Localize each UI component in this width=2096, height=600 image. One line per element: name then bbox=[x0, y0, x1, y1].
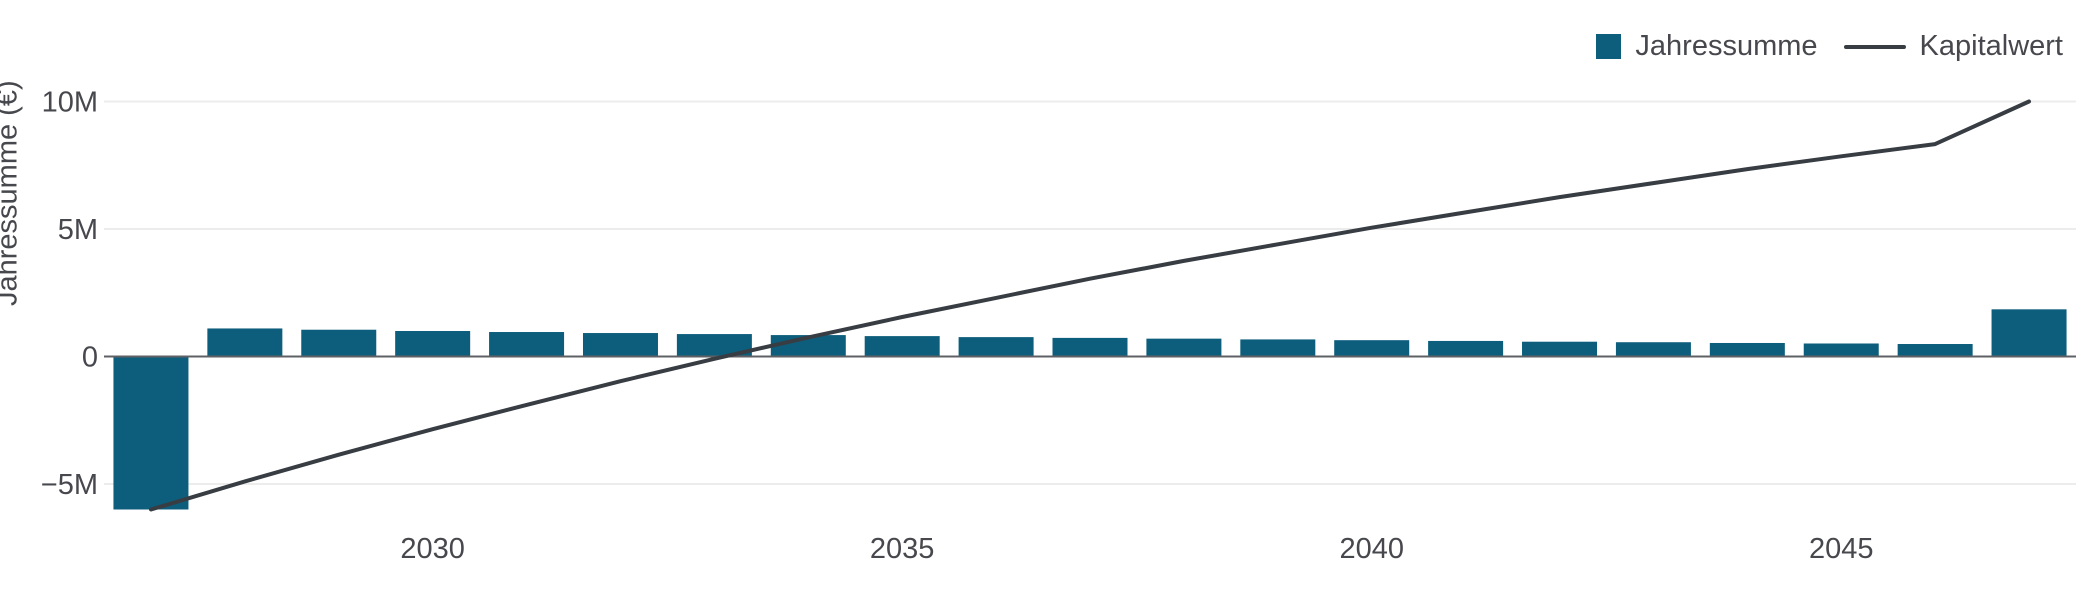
bar-2046[interactable] bbox=[1897, 344, 1973, 357]
legend-label: Jahressumme bbox=[1635, 30, 1818, 62]
line-swatch-icon bbox=[1843, 44, 1906, 49]
y-tick-label: 10M bbox=[42, 87, 98, 119]
legend-item-jahressumme[interactable]: Jahressumme bbox=[1596, 30, 1818, 62]
chart-legend: Jahressumme Kapitalwert bbox=[1596, 32, 2063, 61]
bar-2047[interactable] bbox=[1991, 309, 2067, 357]
bar-2042[interactable] bbox=[1522, 341, 1598, 357]
bar-swatch-icon bbox=[1596, 34, 1622, 59]
x-tick-label: 2045 bbox=[1809, 533, 1874, 565]
bar-2038[interactable] bbox=[1146, 338, 1222, 357]
bar-2044[interactable] bbox=[1709, 342, 1785, 357]
bar-2031[interactable] bbox=[489, 332, 565, 357]
bar-2033[interactable] bbox=[676, 334, 752, 357]
legend-label: Kapitalwert bbox=[1919, 30, 2063, 62]
bar-2041[interactable] bbox=[1428, 340, 1504, 357]
bar-2036[interactable] bbox=[958, 337, 1034, 357]
x-tick-label: 2040 bbox=[1339, 533, 1404, 565]
x-tick-label: 2035 bbox=[870, 533, 935, 565]
legend-item-kapitalwert[interactable]: Kapitalwert bbox=[1843, 30, 2063, 62]
bar-2035[interactable] bbox=[864, 336, 940, 357]
y-tick-label: 0 bbox=[82, 342, 98, 374]
bar-2045[interactable] bbox=[1803, 343, 1879, 357]
y-tick-label: 5M bbox=[58, 214, 98, 246]
bar-2039[interactable] bbox=[1240, 339, 1316, 357]
bar-2030[interactable] bbox=[395, 331, 471, 357]
bar-2027[interactable] bbox=[113, 356, 189, 510]
kapitalwert-line bbox=[149, 99, 2031, 512]
bar-2032[interactable] bbox=[582, 333, 658, 357]
bar-2029[interactable] bbox=[301, 329, 377, 357]
bar-2040[interactable] bbox=[1334, 340, 1410, 357]
bar-2043[interactable] bbox=[1615, 342, 1691, 357]
y-axis-title: Jahressumme (€) bbox=[0, 80, 24, 306]
bar-2037[interactable] bbox=[1052, 337, 1128, 357]
bar-2028[interactable] bbox=[207, 328, 283, 357]
x-tick-label: 2030 bbox=[400, 533, 465, 565]
y-tick-label: −5M bbox=[41, 469, 98, 501]
